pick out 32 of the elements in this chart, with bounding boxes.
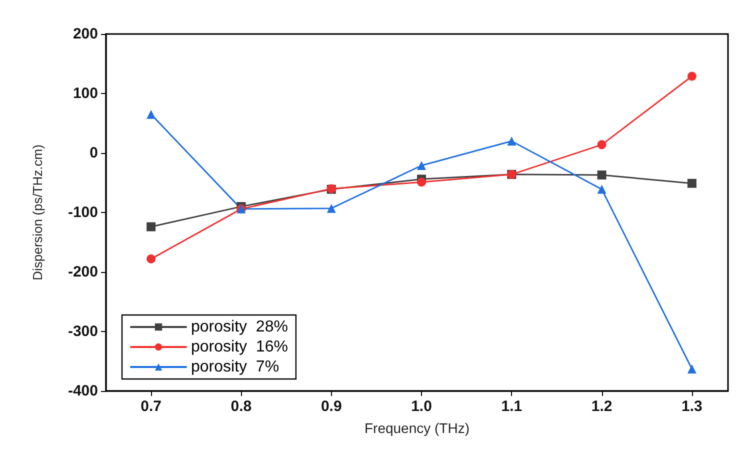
point [146,110,156,119]
y-tick-label: -400 [68,382,98,400]
y-tick-label: 0 [90,144,98,162]
point [417,178,426,187]
x-tick-label: 1.0 [411,398,432,415]
x-tick-label: 1.1 [501,398,522,415]
x-tick-label: 1.2 [591,398,612,415]
point [687,72,696,81]
x-tick-label: 1.3 [682,398,702,415]
x-tick-label: 0.7 [140,398,162,415]
point [597,140,606,150]
y-tick-label: -200 [68,264,98,280]
y-axis-title: Dispersion (ps/THz.cm) [30,144,45,280]
y-tick-label: 100 [72,85,98,102]
legend-label: porosity 28% [191,318,288,336]
legend-label: porosity 16% [191,338,288,356]
point [597,184,606,194]
point [326,204,336,213]
point [146,222,156,232]
x-axis-title: Frequency (THz) [364,420,470,436]
legend-label: porosity 7% [191,358,280,376]
point [417,160,426,170]
point [687,364,696,374]
y-tick-label: -300 [68,323,98,340]
y-tick-label: 200 [72,26,98,42]
point [687,178,696,188]
y-tick-label: -100 [68,204,98,221]
point [597,170,606,180]
x-tick-label: 0.8 [230,398,252,415]
x-tick-label: 0.9 [320,398,342,415]
point [146,254,156,264]
point [507,136,516,146]
